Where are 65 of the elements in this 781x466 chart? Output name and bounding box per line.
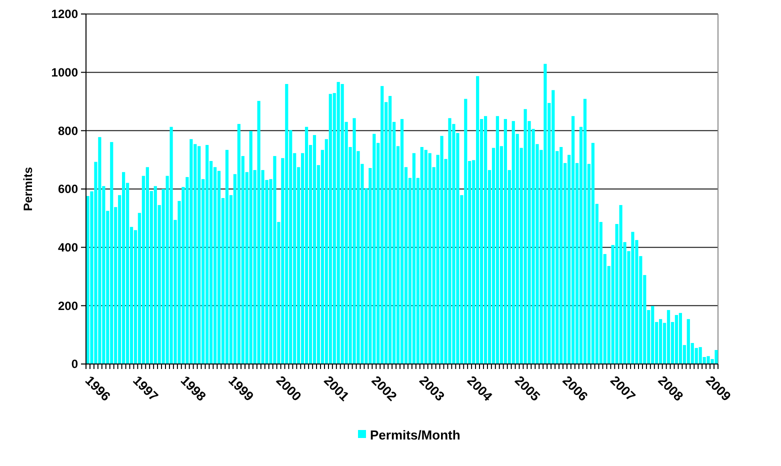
bar bbox=[388, 96, 392, 364]
bar bbox=[524, 109, 527, 364]
bar bbox=[400, 119, 404, 364]
bar bbox=[666, 310, 670, 364]
bar bbox=[464, 98, 468, 364]
y-tick-label: 400 bbox=[58, 240, 78, 255]
bar bbox=[619, 205, 622, 364]
bar bbox=[631, 232, 634, 364]
bar bbox=[304, 126, 308, 364]
bar bbox=[496, 116, 500, 364]
bar bbox=[285, 84, 288, 364]
y-tick-label: 800 bbox=[58, 124, 78, 138]
bar bbox=[340, 84, 344, 364]
bar bbox=[328, 94, 332, 364]
bar bbox=[249, 130, 252, 364]
bar bbox=[257, 100, 260, 364]
bar bbox=[560, 147, 563, 364]
bar bbox=[380, 86, 384, 364]
bar bbox=[420, 147, 424, 364]
legend-label: Permits/Month bbox=[370, 428, 460, 443]
bar bbox=[512, 121, 515, 364]
bar bbox=[122, 172, 126, 364]
bar bbox=[170, 126, 173, 364]
bar bbox=[217, 170, 221, 364]
bar bbox=[273, 156, 276, 364]
bar bbox=[659, 319, 662, 364]
bar bbox=[698, 347, 702, 364]
bar bbox=[571, 116, 575, 364]
bar bbox=[412, 153, 416, 364]
bar bbox=[372, 134, 376, 364]
y-tick-label: 600 bbox=[58, 182, 78, 196]
bar bbox=[440, 136, 444, 364]
y-tick-label: 200 bbox=[58, 298, 78, 313]
bar bbox=[206, 144, 209, 364]
bar bbox=[225, 150, 229, 364]
bar bbox=[424, 150, 428, 364]
bar bbox=[336, 82, 340, 364]
bar bbox=[237, 124, 240, 364]
bar bbox=[146, 167, 149, 364]
bar bbox=[110, 142, 114, 364]
bar bbox=[428, 153, 432, 364]
bar bbox=[583, 98, 587, 364]
bar bbox=[674, 315, 678, 364]
bar bbox=[154, 186, 157, 364]
y-tick-label: 1000 bbox=[51, 66, 78, 80]
bar bbox=[190, 139, 193, 364]
bar bbox=[678, 312, 682, 364]
bar bbox=[352, 118, 356, 364]
bar bbox=[198, 146, 201, 364]
bar bbox=[651, 306, 654, 364]
y-axis-title: Permits bbox=[21, 166, 35, 212]
bar bbox=[484, 116, 488, 364]
bar bbox=[98, 137, 102, 364]
bar bbox=[504, 119, 507, 364]
bar bbox=[706, 356, 710, 364]
bar bbox=[552, 90, 555, 364]
bar bbox=[544, 64, 547, 364]
bar bbox=[686, 319, 690, 364]
bar bbox=[476, 76, 480, 364]
y-tick-label: 0 bbox=[71, 357, 78, 372]
y-tick-label: 1200 bbox=[51, 7, 78, 22]
bar bbox=[312, 135, 316, 364]
bar bbox=[448, 118, 452, 364]
bar bbox=[714, 350, 718, 364]
bar bbox=[591, 142, 594, 364]
